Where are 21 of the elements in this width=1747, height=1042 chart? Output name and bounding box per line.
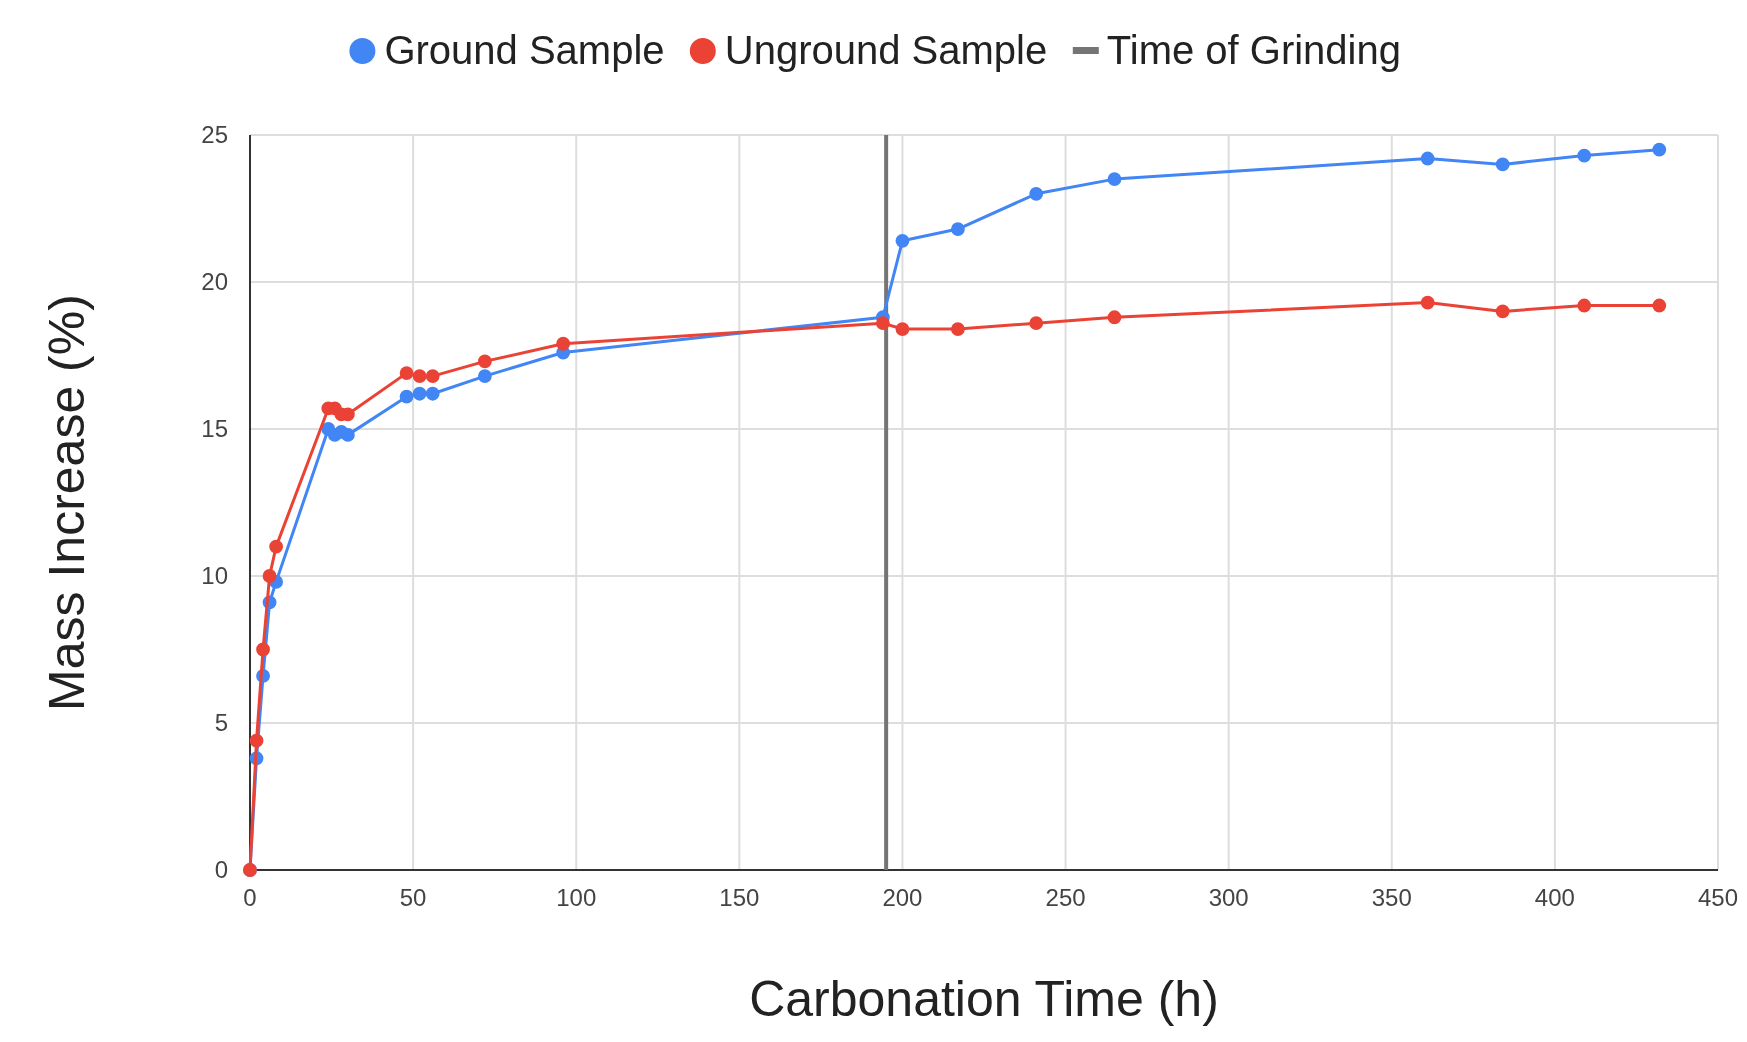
x-tick-label: 50 <box>399 884 427 911</box>
x-tick-label: 250 <box>1045 884 1086 911</box>
x-tick-label: 0 <box>243 884 257 911</box>
x-tick-label: 100 <box>556 884 597 911</box>
y-tick-label: 15 <box>201 415 228 442</box>
x-tick-label: 350 <box>1371 884 1412 911</box>
y-tick-label: 10 <box>201 562 228 589</box>
x-tick-label: 450 <box>1697 884 1739 911</box>
y-axis-title: Mass Increase (%) <box>39 294 95 711</box>
legend-label: Ground Sample <box>384 28 665 72</box>
legend-label: Unground Sample <box>724 28 1048 72</box>
x-axis-title: Carbonation Time (h) <box>749 971 1219 1027</box>
y-tick-label: 25 <box>201 121 228 148</box>
legend-label: Time of Grinding <box>1106 28 1401 72</box>
x-tick-label: 400 <box>1534 884 1575 911</box>
x-tick-label: 200 <box>882 884 923 911</box>
y-tick-label: 20 <box>201 268 228 295</box>
y-tick-label: 5 <box>214 709 228 736</box>
x-tick-label: 300 <box>1208 884 1249 911</box>
x-tick-label: 150 <box>719 884 760 911</box>
y-tick-label: 0 <box>214 856 228 883</box>
